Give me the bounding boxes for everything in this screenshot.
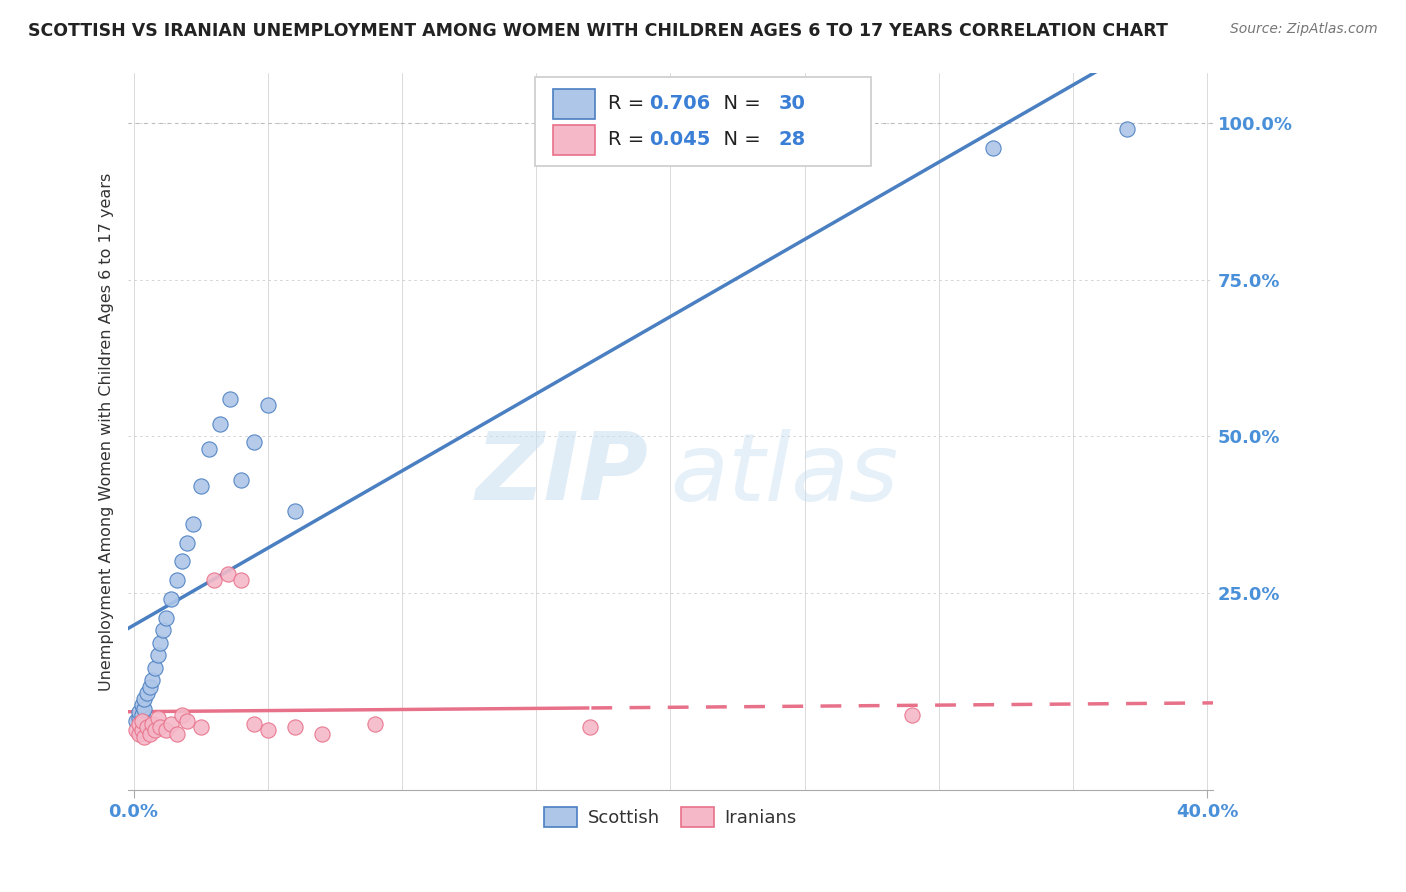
Point — [136, 720, 159, 734]
Point — [160, 591, 183, 606]
FancyBboxPatch shape — [554, 89, 595, 119]
Point — [134, 701, 156, 715]
Text: R =: R = — [607, 94, 650, 112]
Point — [170, 707, 193, 722]
Point — [136, 686, 159, 700]
Point — [181, 516, 204, 531]
Point — [128, 705, 150, 719]
Point — [166, 726, 188, 740]
Point — [155, 723, 177, 738]
Point — [146, 711, 169, 725]
Point — [141, 717, 163, 731]
Point — [208, 417, 231, 431]
Text: 28: 28 — [779, 130, 806, 149]
Point — [166, 573, 188, 587]
Point — [128, 726, 150, 740]
Point — [134, 730, 156, 744]
Point — [131, 707, 153, 722]
Point — [160, 717, 183, 731]
Point — [141, 673, 163, 688]
Point — [134, 692, 156, 706]
Point — [1115, 122, 1137, 136]
Point — [125, 714, 148, 728]
Text: R =: R = — [607, 130, 650, 149]
Point — [579, 720, 602, 734]
Point — [229, 573, 252, 587]
Point — [152, 624, 174, 638]
Point — [131, 698, 153, 713]
Point — [170, 554, 193, 568]
Text: SCOTTISH VS IRANIAN UNEMPLOYMENT AMONG WOMEN WITH CHILDREN AGES 6 TO 17 YEARS CO: SCOTTISH VS IRANIAN UNEMPLOYMENT AMONG W… — [28, 22, 1168, 40]
Point — [190, 479, 212, 493]
Point — [131, 714, 153, 728]
Point — [197, 442, 219, 456]
Point — [138, 726, 160, 740]
Y-axis label: Unemployment Among Women with Children Ages 6 to 17 years: Unemployment Among Women with Children A… — [100, 172, 114, 690]
Point — [202, 573, 225, 587]
FancyBboxPatch shape — [534, 77, 872, 166]
Point — [256, 398, 278, 412]
Point — [229, 473, 252, 487]
Text: atlas: atlas — [671, 429, 898, 520]
Text: 0.706: 0.706 — [648, 94, 710, 112]
FancyBboxPatch shape — [554, 125, 595, 155]
Text: ZIP: ZIP — [475, 428, 648, 520]
Point — [284, 720, 307, 734]
Point — [125, 723, 148, 738]
Point — [176, 714, 198, 728]
Point — [149, 720, 172, 734]
Text: 0.045: 0.045 — [648, 130, 710, 149]
Point — [128, 711, 150, 725]
Point — [143, 723, 166, 738]
Legend: Scottish, Iranians: Scottish, Iranians — [537, 799, 804, 835]
Point — [981, 141, 1004, 155]
Point — [219, 392, 242, 406]
Point — [128, 717, 150, 731]
Point — [217, 566, 239, 581]
Text: Source: ZipAtlas.com: Source: ZipAtlas.com — [1230, 22, 1378, 37]
Point — [901, 707, 924, 722]
Point — [311, 726, 333, 740]
Point — [190, 720, 212, 734]
Point — [243, 435, 266, 450]
Point — [243, 717, 266, 731]
Point — [146, 648, 169, 663]
Point — [256, 723, 278, 738]
Point — [131, 723, 153, 738]
Point — [284, 504, 307, 518]
Point — [155, 611, 177, 625]
Text: N =: N = — [710, 130, 766, 149]
Point — [364, 717, 387, 731]
Point — [138, 680, 160, 694]
Point — [149, 636, 172, 650]
Text: 30: 30 — [779, 94, 806, 112]
Text: N =: N = — [710, 94, 766, 112]
Point — [143, 661, 166, 675]
Point — [176, 535, 198, 549]
